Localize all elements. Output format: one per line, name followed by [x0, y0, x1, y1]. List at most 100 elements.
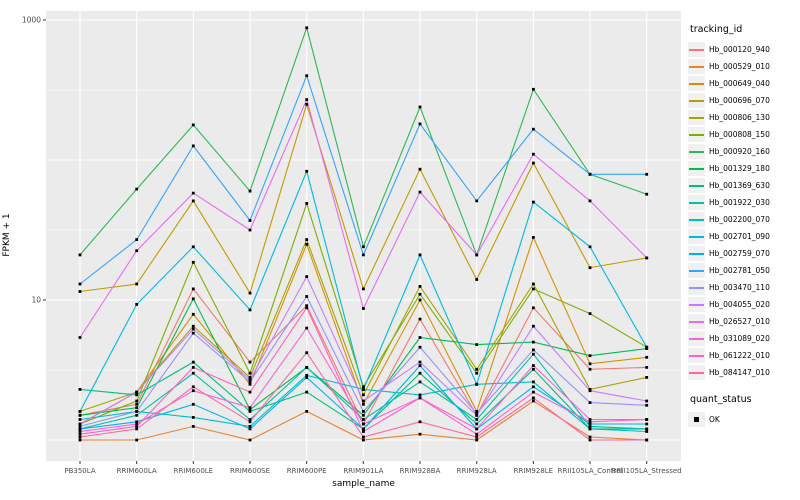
- legend-item-label: OK: [709, 415, 720, 424]
- data-point: [645, 366, 649, 369]
- data-point: [305, 304, 309, 308]
- data-point: [418, 420, 422, 424]
- legend-item: Hb_000649_040: [688, 75, 800, 92]
- data-point: [135, 303, 139, 306]
- data-point: [305, 295, 309, 298]
- legend-item-label: Hb_000120_940: [709, 45, 770, 54]
- legend-key-line: [688, 246, 705, 261]
- legend-key-line: [688, 144, 705, 159]
- legend-item-label: Hb_004055_020: [709, 300, 770, 309]
- x-tick-label: RRIM600SE: [230, 467, 270, 475]
- data-point: [191, 297, 195, 301]
- legend-item: Hb_000920_160: [688, 143, 800, 160]
- data-point: [588, 172, 592, 176]
- series-color-line-icon: [689, 168, 704, 170]
- data-point: [475, 435, 479, 439]
- tracking-id-legend-items: Hb_000120_940 Hb_000529_010 Hb_000649_040 H…: [688, 41, 800, 381]
- legend-item-label: Hb_002781_050: [709, 266, 770, 275]
- data-point: [475, 422, 479, 426]
- legend-key-line: [688, 178, 705, 193]
- legend-item: Hb_000529_010: [688, 58, 800, 75]
- data-point: [645, 418, 649, 421]
- series-color-line-icon: [689, 49, 704, 51]
- data-point: [191, 144, 195, 148]
- data-point: [78, 422, 82, 426]
- data-point: [418, 317, 422, 321]
- x-tick-label: RRIM928LA: [457, 467, 497, 475]
- data-point: [645, 422, 649, 426]
- data-point: [588, 435, 592, 439]
- data-point: [645, 403, 649, 407]
- data-point: [588, 401, 592, 404]
- data-point: [135, 413, 139, 417]
- x-tick-label: RRIM928LE: [514, 467, 554, 475]
- data-point: [532, 152, 535, 156]
- data-point: [362, 287, 365, 291]
- legend-item: Hb_001922_030: [688, 194, 800, 211]
- data-point: [475, 253, 479, 257]
- data-point: [305, 98, 309, 101]
- data-point: [532, 324, 535, 328]
- data-point: [588, 354, 592, 358]
- legend-item: Hb_000806_130: [688, 109, 800, 126]
- data-point: [191, 366, 195, 369]
- data-point: [305, 366, 309, 369]
- legend-item-label: Hb_002701_090: [709, 232, 770, 241]
- data-point: [78, 413, 82, 417]
- legend: tracking_id Hb_000120_940 Hb_000529_010 Hb…: [688, 24, 800, 428]
- data-point: [418, 360, 422, 364]
- data-point: [475, 278, 479, 281]
- data-point: [78, 290, 82, 293]
- data-point: [588, 425, 592, 428]
- data-point: [362, 418, 365, 421]
- data-point: [248, 410, 252, 413]
- legend-item-label: Hb_001329_180: [709, 164, 770, 173]
- legend-item-label: Hb_000920_160: [709, 147, 770, 156]
- legend-item-label: Hb_000806_130: [709, 113, 770, 122]
- data-point: [191, 287, 195, 291]
- data-point: [645, 256, 649, 260]
- legend-title-quant-status: quant_status: [690, 394, 752, 405]
- x-tick-label: PB350LA: [64, 467, 95, 475]
- series-color-line-icon: [689, 100, 704, 102]
- legend-item-label: Hb_000529_010: [709, 62, 770, 71]
- data-point: [418, 190, 422, 194]
- legend-item-label: Hb_000808_150: [709, 130, 770, 139]
- data-point: [248, 360, 252, 364]
- data-point: [645, 438, 649, 442]
- legend-key-line: [688, 195, 705, 210]
- data-point: [135, 438, 139, 442]
- data-point: [305, 238, 309, 241]
- series-color-line-icon: [689, 321, 704, 323]
- data-point: [645, 430, 649, 433]
- data-point: [362, 402, 365, 406]
- legend-key-line: [688, 59, 705, 74]
- data-point: [588, 422, 592, 426]
- data-point: [588, 438, 592, 442]
- data-point: [362, 393, 365, 397]
- data-point: [418, 393, 422, 397]
- data-point: [305, 102, 309, 106]
- legend-item: Hb_000808_150: [688, 126, 800, 143]
- legend-item: Hb_026527_010: [688, 313, 800, 330]
- data-point: [78, 425, 82, 428]
- series-color-line-icon: [689, 66, 704, 68]
- data-point: [475, 427, 479, 431]
- data-point: [418, 105, 422, 109]
- data-point: [191, 199, 195, 203]
- data-point: [78, 432, 82, 436]
- data-point: [532, 306, 535, 310]
- legend-key-line: [688, 161, 705, 176]
- data-point: [305, 373, 309, 377]
- data-point: [78, 438, 82, 442]
- data-point: [191, 331, 195, 335]
- legend-item-label: Hb_000696_070: [709, 96, 770, 105]
- data-point: [588, 389, 592, 393]
- data-point: [135, 238, 139, 241]
- legend-key-line: [688, 110, 705, 125]
- data-point: [588, 367, 592, 371]
- data-point: [475, 343, 479, 346]
- legend-item-label: Hb_002759_070: [709, 249, 770, 258]
- data-point: [305, 351, 309, 355]
